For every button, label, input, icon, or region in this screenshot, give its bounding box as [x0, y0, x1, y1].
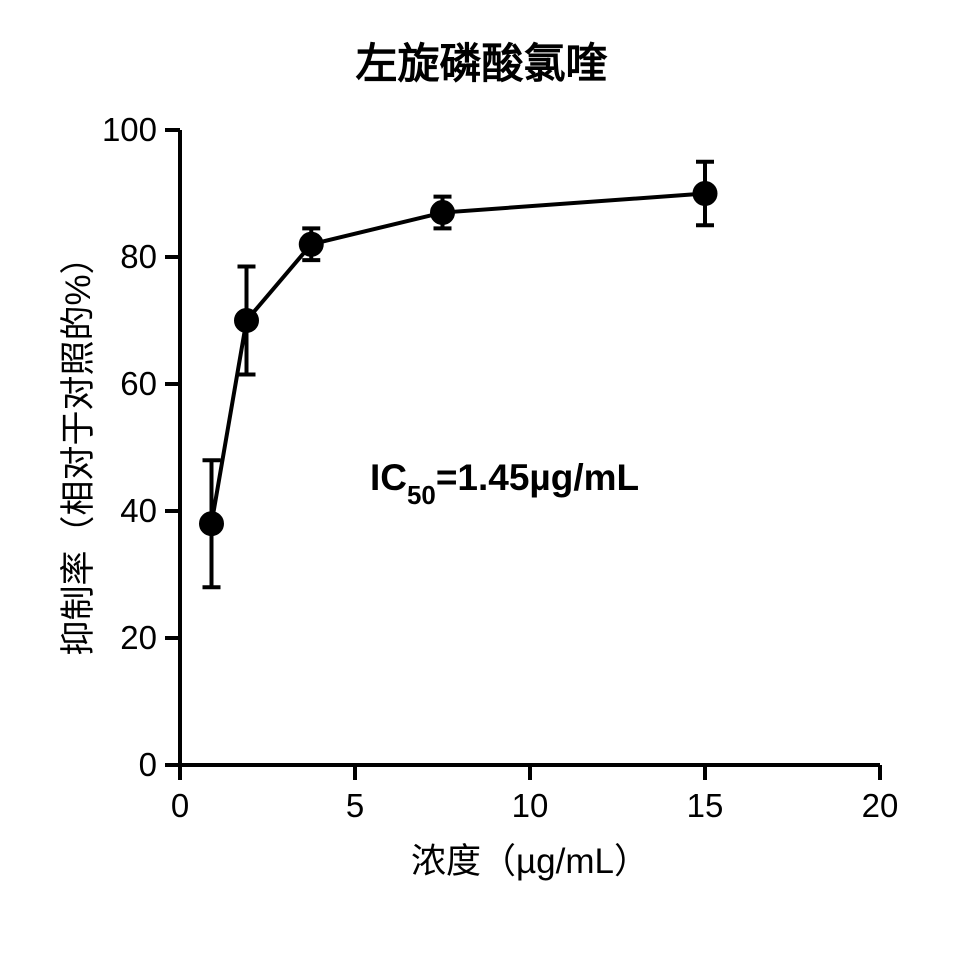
x-tick-label: 0 — [171, 787, 189, 824]
data-point — [200, 512, 224, 536]
data-point — [235, 309, 259, 333]
y-tick-label: 40 — [120, 492, 157, 529]
y-tick-label: 20 — [120, 619, 157, 656]
y-axis-label: 抑制率（相对于对照的%） — [59, 239, 98, 655]
chart-container: 0 5 10 15 20 0 20 40 60 80 100 浓度（µg/mL） 抑制率（相对于对照的%… — [0, 0, 963, 958]
data-point — [431, 201, 455, 225]
ic50-annotation: IC50=1.45µg/mL — [370, 457, 639, 510]
y-tick-label: 80 — [120, 238, 157, 275]
data-point — [299, 232, 323, 256]
x-tick-label: 20 — [862, 787, 899, 824]
x-tick-label: 5 — [346, 787, 364, 824]
y-tick-label: 60 — [120, 365, 157, 402]
x-axis-label: 浓度（µg/mL） — [411, 842, 649, 881]
chart-svg: 0 5 10 15 20 0 20 40 60 80 100 浓度（µg/mL） 抑制率（相对于对照的%… — [0, 0, 963, 958]
x-tick-label: 10 — [512, 787, 549, 824]
y-tick-label: 100 — [102, 111, 157, 148]
y-tick-label: 0 — [139, 746, 157, 783]
x-tick-label: 15 — [687, 787, 724, 824]
data-point — [693, 182, 717, 206]
